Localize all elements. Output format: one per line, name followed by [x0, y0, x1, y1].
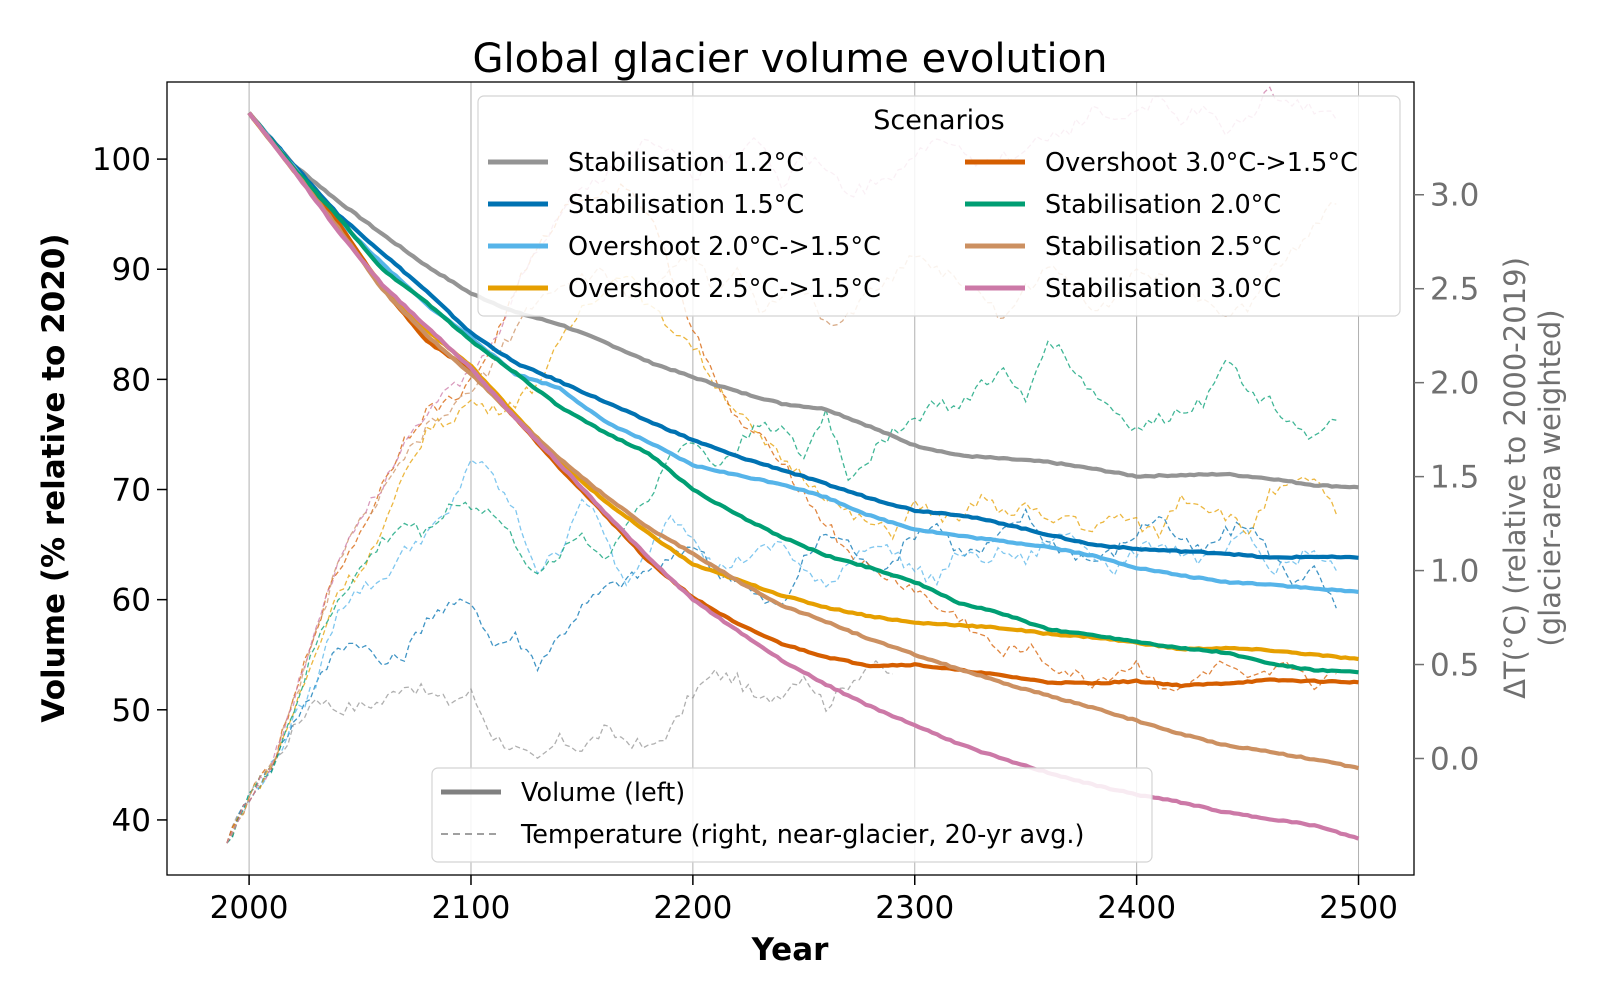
temp-line-overshoot-3-0-c-1-5-c	[226, 183, 1337, 844]
legend-scenarios-items: Stabilisation 1.2°C Stabilisation 1.5°C Ov…	[488, 148, 1358, 304]
legend-line-types-box	[431, 767, 1153, 863]
temp-line-stabilisation-1-2-c	[226, 659, 893, 844]
volume-line-stabilisation-3-0-c	[247, 111, 1360, 841]
legend-entry-label: Stabilisation 1.2°C	[568, 148, 804, 178]
temp-line-overshoot-2-5-c-1-5-c	[226, 275, 1337, 844]
y-axis-volume: 40 50 60 70 80 90 100	[92, 142, 167, 839]
x-tick-label: 2200	[653, 890, 732, 926]
y-tick-label: 90	[112, 252, 151, 288]
y-tick-label: 40	[112, 803, 151, 839]
legend-scenarios-title: Scenarios	[873, 105, 1004, 136]
y-axis-temperature: 0.0 0.5 1.0 1.5 2.0 2.5 3.0	[1414, 178, 1479, 777]
y-tick-label: 100	[92, 142, 151, 178]
plot-frame	[166, 81, 1415, 876]
y-axis-label: Volume (% relative to 2020)	[36, 233, 72, 722]
volume-line-stabilisation-1-5-c	[247, 111, 1359, 560]
volume-line-stabilisation-2-5-c	[247, 111, 1360, 771]
y-tick-label: 70	[112, 473, 151, 509]
x-tick-label: 2500	[1319, 890, 1398, 926]
legend-line-types: Volume (left) Temperature (right, near-g…	[431, 767, 1153, 863]
legend-entry-label: Overshoot 2.5°C->1.5°C	[568, 274, 881, 304]
legend-entry-label: Stabilisation 2.5°C	[1045, 232, 1281, 262]
temp-line-overshoot-2-0-c-1-5-c	[226, 459, 1337, 844]
volume-line-overshoot-3-0-c-1-5-c	[247, 111, 1359, 689]
legend-entry-label: Stabilisation 3.0°C	[1045, 274, 1281, 304]
y-tick-label: 60	[112, 583, 151, 619]
y2-tick-label: 1.5	[1430, 460, 1479, 496]
volume-line-stabilisation-2-0-c	[247, 111, 1359, 675]
y-tick-label: 50	[112, 693, 151, 729]
y2-axis-label-line1: ΔT(°C) (relative to 2000-2019)	[1498, 257, 1532, 699]
x-tick-label: 2300	[875, 890, 954, 926]
legend-volume-label: Volume (left)	[521, 778, 685, 808]
y2-tick-label: 0.0	[1430, 741, 1479, 777]
y2-tick-label: 1.0	[1430, 554, 1479, 590]
x-tick-label: 2100	[432, 890, 511, 926]
legend-entry-label: Stabilisation 2.0°C	[1045, 190, 1281, 220]
y2-axis-label-line2: (glacier-area weighted)	[1533, 309, 1567, 646]
legend-scenarios: Scenarios Stabilisation 1.2°CStabilisati…	[477, 95, 1401, 317]
legend-entry-label: Stabilisation 1.5°C	[568, 190, 804, 220]
legend-entry-label: Overshoot 2.0°C->1.5°C	[568, 232, 881, 262]
legend-scenarios-box	[477, 95, 1401, 317]
legend-entry-label: Overshoot 3.0°C->1.5°C	[1045, 148, 1358, 178]
x-axis: 2000 2100 2200 2300 2400 2500	[210, 875, 1398, 926]
y2-tick-label: 2.0	[1430, 366, 1479, 402]
chart-title: Global glacier volume evolution	[473, 36, 1108, 82]
y2-tick-label: 3.0	[1430, 178, 1479, 214]
temp-line-stabilisation-2-0-c	[226, 340, 1337, 844]
volume-lines	[247, 111, 1360, 841]
legend-temperature-label: Temperature (right, near-glacier, 20-yr …	[520, 820, 1084, 850]
y2-tick-label: 0.5	[1430, 648, 1479, 684]
volume-line-stabilisation-1-2-c	[247, 111, 1359, 490]
x-tick-label: 2000	[210, 890, 289, 926]
y2-tick-label: 2.5	[1430, 272, 1479, 308]
x-tick-label: 2400	[1097, 890, 1176, 926]
y-tick-label: 80	[112, 362, 151, 398]
x-axis-label: Year	[751, 932, 830, 968]
